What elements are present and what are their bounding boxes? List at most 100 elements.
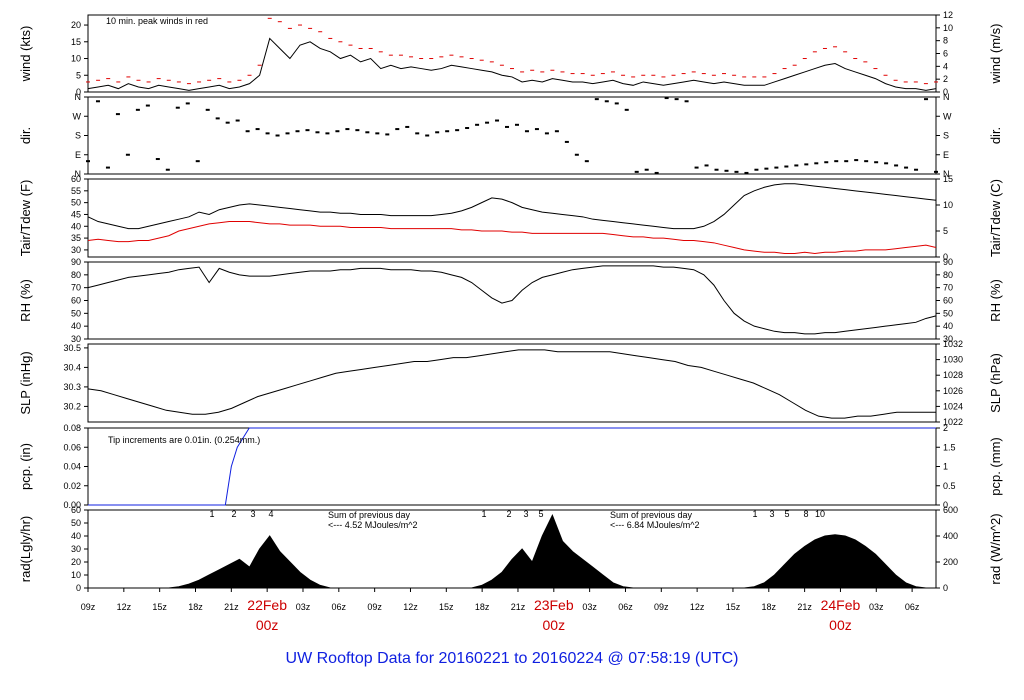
x-tick-label: 09z [367,602,382,612]
y-tick-label-right: 70 [943,283,953,293]
x-tick-label: 15z [439,602,454,612]
direction-point [125,153,130,156]
y-tick-label: 0.04 [63,462,81,472]
direction-point [774,166,779,169]
direction-point [514,123,519,126]
direction-point [385,133,390,136]
hour-mark: 1 [752,509,757,519]
direction-point [395,128,400,131]
y-axis-label-right: rad (W/m^2) [988,513,1003,584]
direction-point [405,125,410,128]
y-tick-label-right: 1 [943,462,948,472]
y-tick-label-right: 50 [943,308,953,318]
x-tick-label: 06z [332,602,347,612]
direction-point [195,160,200,163]
y-tick-label: 90 [71,257,81,267]
direction-point [644,168,649,171]
panel-frame [87,178,937,258]
hour-mark: 2 [506,509,511,519]
direction-point [315,131,320,134]
direction-point [255,128,260,131]
direction-point [924,98,929,101]
y-tick-label: 0 [76,583,81,593]
y-tick-label: 60 [71,296,81,306]
y-tick-label: 45 [71,209,81,219]
y-tick-label: 30 [71,544,81,554]
direction-point [554,130,559,133]
direction-point [415,132,420,135]
y-tick-label: 50 [71,308,81,318]
y-tick-label: 80 [71,270,81,280]
y-tick-label-right: 5 [943,226,948,236]
y-tick-label: 20 [71,20,81,30]
direction-point [694,166,699,169]
x-tick-label: 06z [905,602,920,612]
direction-point [654,171,659,174]
direction-point [115,113,120,116]
direction-point [764,167,769,170]
direction-point [884,162,889,165]
direction-point [505,125,510,128]
y-tick-label: 50 [71,198,81,208]
y-tick-label-right: 10 [943,23,953,33]
x-tick-label: 18z [188,602,203,612]
y-tick-label: 0.06 [63,442,81,452]
y-tick-label: 60 [71,505,81,515]
x-tick-label: 18z [762,602,777,612]
direction-point [145,104,150,107]
y-tick-label-right: 1030 [943,355,963,365]
y-axis-label: rad(Lgly/hr) [18,516,33,582]
hour-mark: 1 [209,509,214,519]
y-tick-label-right: 400 [943,531,958,541]
direction-point [475,123,480,126]
x-tick-label: 22Feb [247,597,287,613]
daily-sum-note: Sum of previous day [610,510,693,520]
y-tick-label-right: 90 [943,257,953,267]
y-axis-label-right: wind (m/s) [988,24,1003,85]
y-tick-label: 40 [71,321,81,331]
direction-point [524,130,529,133]
direction-point [534,128,539,131]
panel-frame [87,343,937,423]
direction-point [814,162,819,165]
daily-sum-note: <--- 4.52 MJoules/m^2 [328,520,418,530]
tip-increment-note: Tip increments are 0.01in. (0.254mm.) [108,435,260,445]
y-tick-label-right: 1022 [943,417,963,427]
y-axis-label-right: RH (%) [988,279,1003,322]
direction-point [734,170,739,173]
y-axis-label: pcp. (in) [18,443,33,490]
direction-point [335,130,340,133]
y-tick-label: E [75,150,81,160]
y-axis-label-right: dir. [988,127,1003,144]
direction-point [894,164,899,167]
peak-wind-note: 10 min. peak winds in red [106,16,208,26]
direction-point [664,97,669,100]
x-tick-label: 03z [296,602,311,612]
panel-frame [87,96,937,175]
x-tick-label: 15z [152,602,167,612]
y-tick-label: 0.08 [63,423,81,433]
direction-point [305,129,310,132]
y-tick-label-right: 1.5 [943,442,956,452]
x-tick-label: 06z [618,602,633,612]
direction-point [714,168,719,171]
direction-point [854,159,859,162]
hour-mark: 8 [803,509,808,519]
hour-mark: 5 [784,509,789,519]
y-tick-label-right: 30 [943,334,953,344]
y-tick-label: S [75,131,81,141]
day-label: 21Feb [0,597,1,613]
direction-point [265,132,270,135]
y-tick-label: 15 [71,37,81,47]
x-tick-label: 03z [869,602,884,612]
hour-mark: 2 [231,509,236,519]
daily-sum-note: <--- 6.84 MJoules/m^2 [610,520,700,530]
direction-point [355,129,360,132]
direction-point [624,108,629,111]
x-tick-label: 12z [117,602,132,612]
direction-point [225,121,230,124]
direction-point [325,132,330,135]
direction-point [614,102,619,105]
y-tick-label-right: 40 [943,321,953,331]
direction-point [914,168,919,171]
